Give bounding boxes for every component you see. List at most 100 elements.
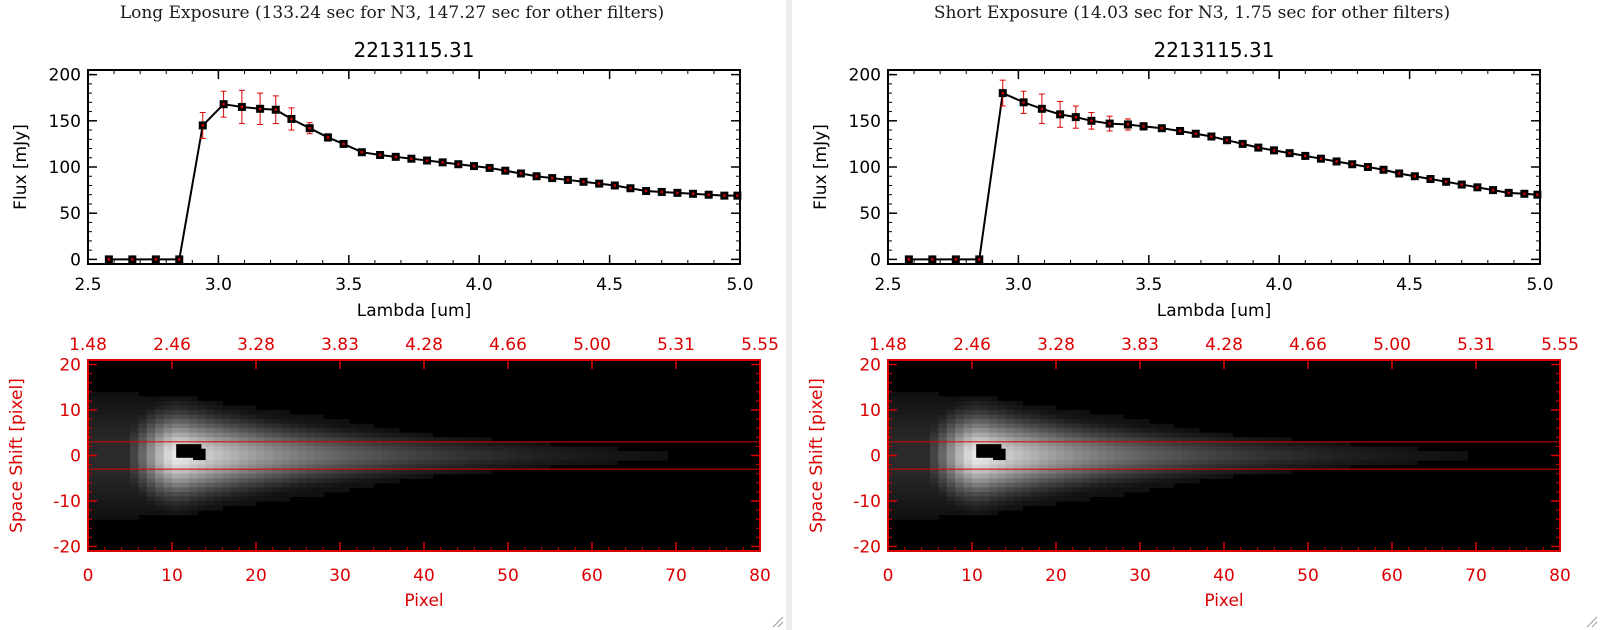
- image-pixel: [913, 419, 923, 425]
- image-pixel: [205, 460, 215, 466]
- image-pixel: [1114, 428, 1124, 434]
- image-pixel: [1005, 496, 1015, 502]
- image-pixel: [997, 482, 1007, 488]
- data-point-center: [1225, 139, 1229, 142]
- image-pixel: [264, 478, 274, 484]
- image-pixel: [331, 446, 341, 452]
- image-pixel: [1014, 446, 1023, 452]
- y-tick-label: 10: [59, 401, 81, 421]
- image-pixel: [988, 419, 998, 425]
- image-pixel: [550, 446, 559, 452]
- image-pixel: [963, 460, 973, 466]
- image-pixel: [921, 432, 931, 438]
- x-tick-label: 40: [1213, 566, 1235, 586]
- image-pixel: [172, 473, 181, 479]
- image-pixel: [980, 491, 990, 498]
- image-pixel: [130, 505, 139, 511]
- image-pixel: [491, 446, 501, 452]
- image-pixel: [289, 441, 299, 448]
- image-pixel: [1140, 460, 1149, 466]
- image-pixel: [205, 455, 215, 461]
- image-pixel: [205, 400, 215, 407]
- image-pixel: [214, 400, 223, 407]
- image-pixel: [323, 450, 333, 457]
- image-pixel: [281, 482, 291, 488]
- image-pixel: [921, 482, 931, 488]
- image-pixel: [930, 441, 939, 448]
- image-pixel: [373, 446, 383, 452]
- image-pixel: [1316, 455, 1326, 461]
- image-pixel: [1022, 464, 1032, 470]
- series-line: [908, 91, 1538, 261]
- image-pixel: [888, 432, 897, 438]
- image-pixel: [921, 441, 931, 448]
- image-pixel: [340, 428, 349, 434]
- image-pixel: [188, 491, 198, 498]
- image-pixel: [913, 423, 923, 429]
- image-pixel: [1148, 482, 1158, 488]
- image-pixel: [930, 478, 939, 484]
- image-pixel: [1190, 473, 1200, 479]
- image-pixel: [96, 469, 106, 475]
- image-pixel: [997, 505, 1007, 511]
- image-pixel: [1316, 446, 1326, 452]
- image-pixel: [121, 441, 131, 448]
- image-pixel: [272, 487, 282, 493]
- image-pixel: [130, 432, 139, 438]
- image-pixel: [222, 423, 232, 429]
- image-pixel: [298, 487, 307, 493]
- image-pixel: [913, 432, 923, 438]
- image-pixel: [1072, 419, 1082, 425]
- image-pixel: [963, 432, 973, 438]
- image-pixel: [104, 410, 114, 416]
- image-pixel: [256, 455, 265, 461]
- resize-grip-icon[interactable]: [1584, 614, 1598, 628]
- resize-grip-icon[interactable]: [770, 614, 784, 628]
- image-pixel: [398, 473, 408, 479]
- image-pixel: [1056, 414, 1065, 420]
- image-pixel: [1207, 469, 1217, 475]
- image-pixel: [550, 460, 559, 466]
- image-pixel: [163, 410, 173, 416]
- image-pixel: [281, 478, 291, 484]
- image-pixel: [474, 455, 484, 461]
- image-pixel: [314, 414, 324, 420]
- image-pixel: [466, 469, 475, 475]
- image-pixel: [946, 496, 956, 502]
- image-pixel: [298, 450, 307, 457]
- image-pixel: [155, 432, 165, 438]
- image-pixel: [121, 500, 131, 507]
- image-pixel: [1123, 450, 1133, 457]
- image-pixel: [1131, 446, 1141, 452]
- image-pixel: [1366, 460, 1376, 466]
- image-pixel: [272, 464, 282, 470]
- image-pixel: [1014, 432, 1023, 438]
- image-pixel: [121, 487, 131, 493]
- image-pixel: [163, 510, 173, 516]
- y-tick-label: 0: [870, 447, 881, 467]
- image-pixel: [1030, 469, 1040, 475]
- image-pixel: [1098, 446, 1107, 452]
- y-tick-label: 50: [59, 204, 81, 224]
- image-pixel: [264, 432, 274, 438]
- image-pixel: [1182, 450, 1191, 457]
- image-pixel: [146, 450, 156, 457]
- image-pixel: [138, 464, 148, 470]
- image-pixel: [239, 414, 249, 420]
- image-pixel: [163, 496, 173, 502]
- image-pixel: [980, 423, 990, 429]
- image-pixel: [222, 428, 232, 434]
- image-pixel: [972, 437, 981, 443]
- panel-divider[interactable]: [786, 0, 792, 630]
- image-pixel: [533, 460, 543, 466]
- image-pixel: [1131, 482, 1141, 488]
- image-pixel: [1089, 450, 1099, 457]
- image-pixel: [1081, 414, 1091, 420]
- image-pixel: [980, 428, 990, 434]
- data-point-center: [154, 258, 158, 261]
- image-pixel: [188, 469, 198, 475]
- image-pixel: [214, 446, 223, 452]
- image-pixel: [1266, 441, 1275, 448]
- image-pixel: [980, 419, 990, 425]
- image-pixel: [113, 441, 123, 448]
